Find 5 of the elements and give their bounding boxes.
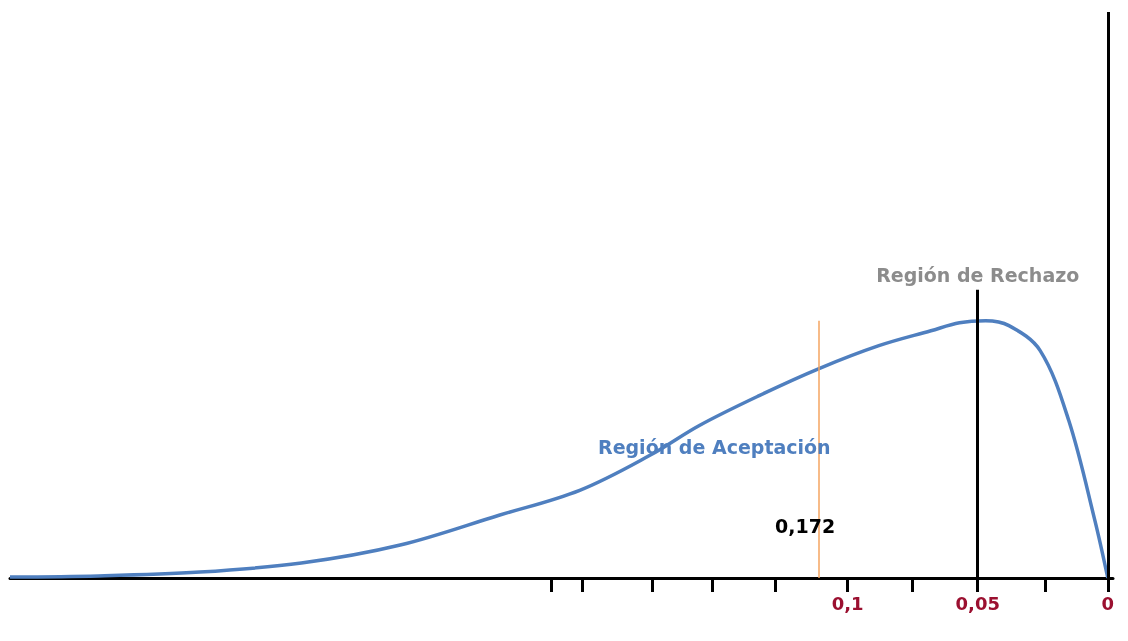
ref-line-label: Región de Rechazo [876,264,1080,287]
x-tick-label: 0,1 [831,592,864,614]
annotation: 0,172 [775,515,836,537]
x-tick-label: 0,05 [955,592,1000,614]
x-tick-label: 0 [1101,592,1115,614]
